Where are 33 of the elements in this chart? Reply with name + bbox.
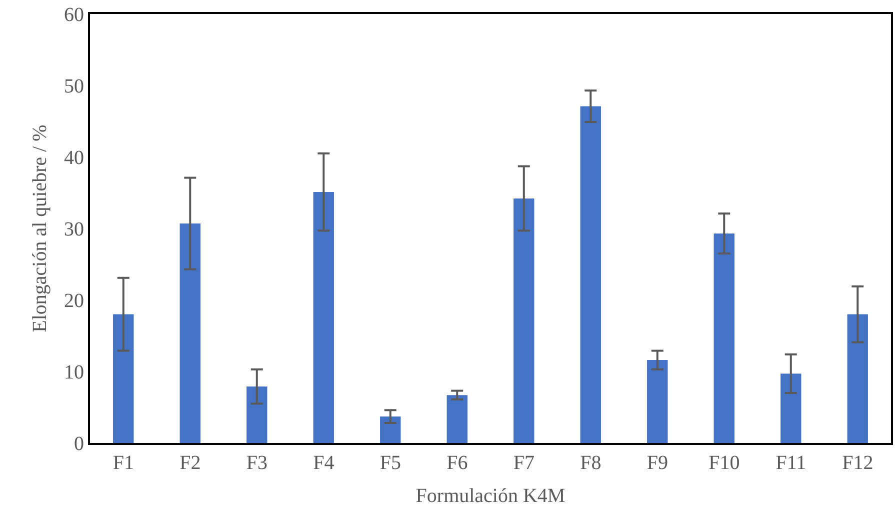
bar — [180, 224, 200, 443]
x-tick-label: F8 — [580, 452, 602, 474]
bar — [580, 106, 601, 443]
x-axis-title: Formulación K4M — [416, 485, 566, 507]
x-tick-label: F5 — [380, 452, 401, 474]
bar — [647, 360, 668, 443]
y-tick-label: 10 — [64, 362, 84, 384]
y-tick-label: 30 — [64, 218, 84, 240]
y-tick-label: 0 — [74, 433, 84, 455]
y-tick-label: 60 — [64, 4, 84, 26]
bar — [847, 314, 868, 443]
bar — [446, 395, 468, 443]
x-tick-label: F9 — [646, 452, 668, 474]
x-tick-label: F3 — [246, 452, 268, 474]
x-tick-label: F2 — [180, 452, 201, 474]
x-tick-label: F4 — [313, 452, 334, 474]
bar — [113, 314, 134, 443]
x-tick-label: F11 — [776, 452, 806, 474]
y-axis-title: Elongación al quiebre / % — [29, 124, 51, 332]
bar — [313, 192, 334, 443]
x-tick-label: F1 — [112, 452, 134, 474]
bar — [246, 386, 268, 443]
bar — [714, 234, 734, 443]
bar — [780, 374, 802, 443]
y-tick-label: 20 — [64, 290, 84, 312]
x-tick-label: F7 — [513, 452, 534, 474]
bar — [380, 416, 401, 443]
bar — [514, 198, 534, 443]
x-tick-label: F6 — [446, 452, 468, 474]
y-tick-label: 50 — [64, 76, 84, 98]
x-tick-label: F10 — [708, 452, 740, 474]
x-tick-label: F12 — [842, 452, 874, 474]
y-tick-label: 40 — [64, 147, 84, 169]
